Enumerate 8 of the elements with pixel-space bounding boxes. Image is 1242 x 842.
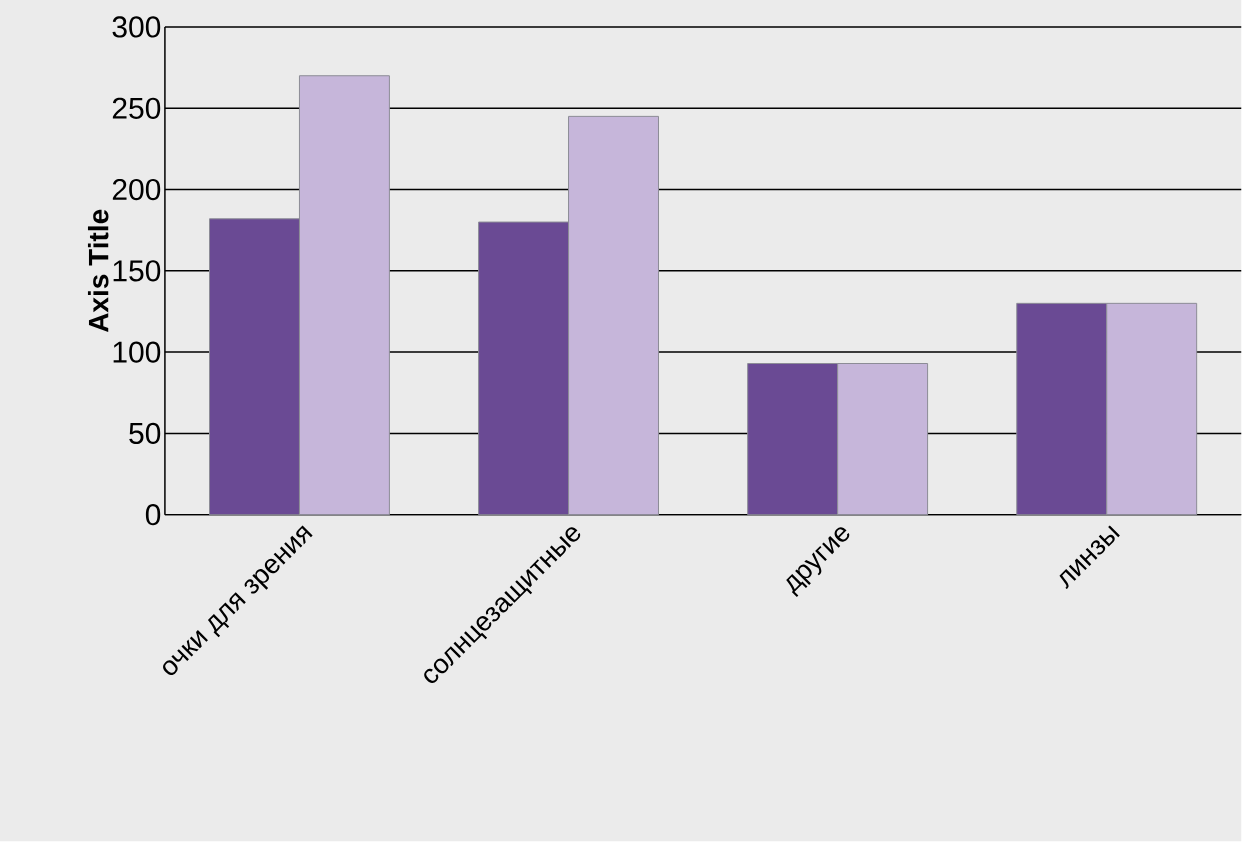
y-tick-label: 150: [113, 260, 161, 282]
y-tick-label: 200: [112, 179, 161, 201]
y-tick-label: 50: [129, 423, 161, 445]
y-tick-label: 300: [112, 16, 161, 38]
y-tick-label: 0: [145, 504, 161, 526]
y-tick-label: 100: [113, 341, 161, 363]
y-axis-title: Axis Title: [87, 210, 109, 333]
y-tick-label: 250: [112, 97, 161, 120]
